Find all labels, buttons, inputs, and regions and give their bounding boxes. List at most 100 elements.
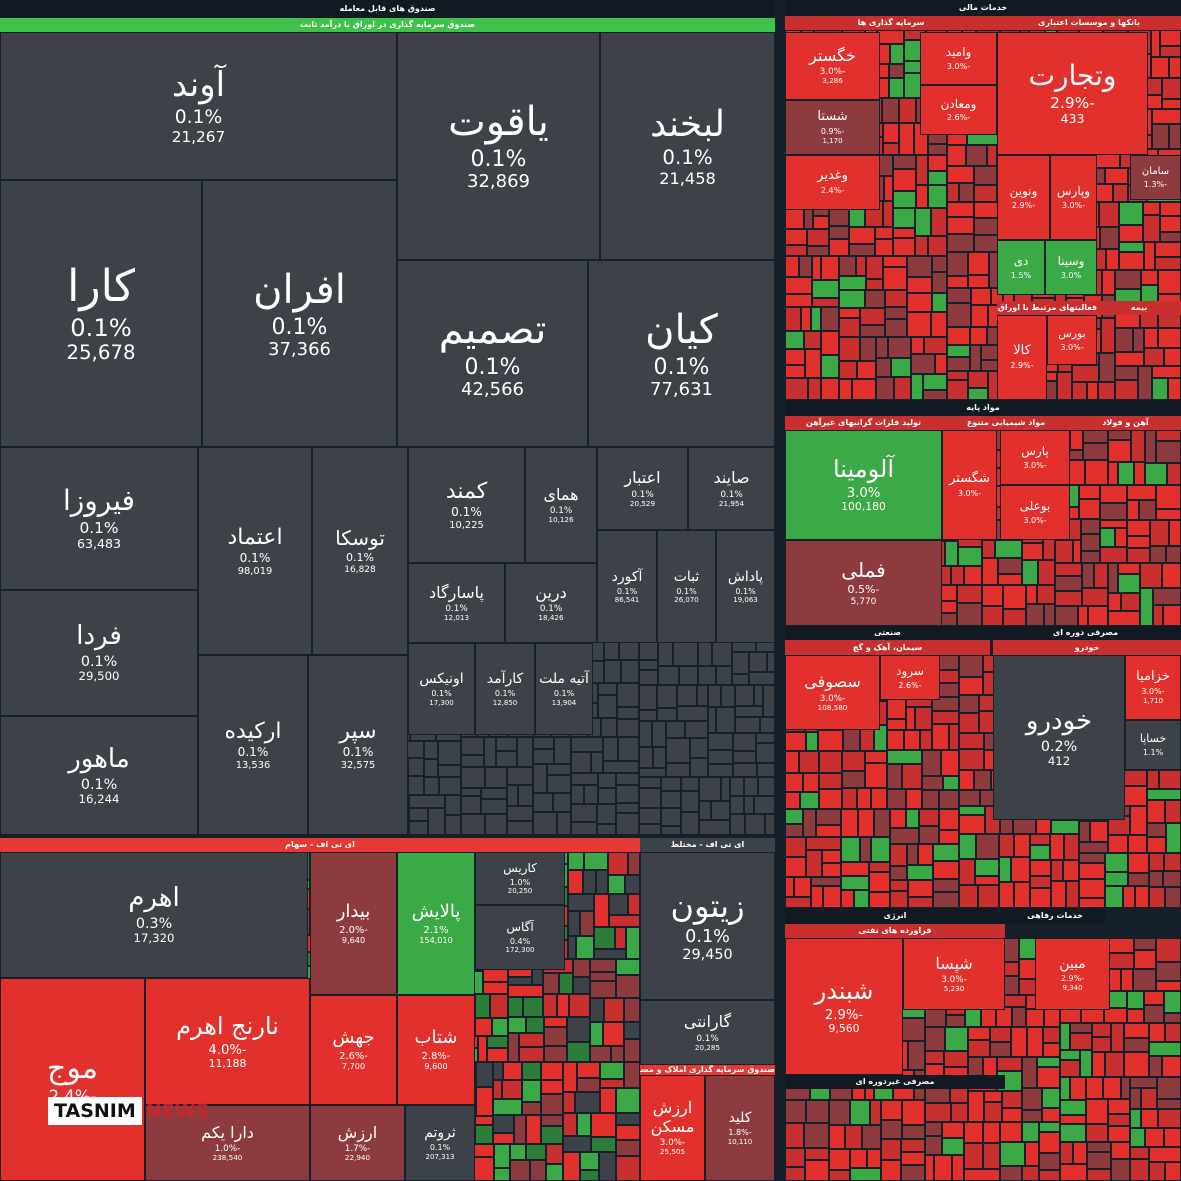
small-tile bbox=[881, 1139, 901, 1160]
small-tile bbox=[1147, 823, 1166, 837]
small-tile bbox=[1022, 1057, 1037, 1088]
tile-name: اونیکس bbox=[419, 671, 464, 688]
tile-change: -2.9% bbox=[1050, 93, 1095, 112]
small-tile bbox=[603, 761, 639, 773]
small-tile bbox=[925, 1136, 942, 1155]
small-tile bbox=[604, 660, 621, 683]
small-tile bbox=[1149, 1162, 1165, 1181]
small-tile bbox=[866, 279, 883, 290]
small-tile bbox=[1156, 485, 1181, 509]
small-tile bbox=[1073, 540, 1081, 563]
small-tile bbox=[947, 202, 974, 217]
small-tile bbox=[1165, 887, 1181, 908]
small-tile bbox=[508, 1033, 519, 1062]
tile-change: 0.1% bbox=[429, 1143, 451, 1153]
small-tile bbox=[598, 788, 616, 804]
small-tile bbox=[1122, 770, 1147, 786]
small-tile bbox=[485, 767, 507, 788]
small-tile bbox=[974, 185, 997, 202]
tile-value: 16,828 bbox=[344, 564, 376, 575]
small-tile bbox=[970, 327, 987, 345]
small-tile bbox=[577, 1113, 591, 1136]
small-tile bbox=[598, 683, 617, 695]
tile-name: آتیه ملت bbox=[539, 671, 589, 688]
small-tile bbox=[594, 927, 615, 949]
small-tile bbox=[959, 695, 979, 713]
small-tile bbox=[639, 768, 666, 777]
small-tile bbox=[934, 1155, 952, 1181]
small-tile bbox=[1133, 328, 1144, 352]
tile: مبین -2.9% 9,340 bbox=[1035, 938, 1110, 1010]
small-tile bbox=[858, 809, 874, 837]
small-tile bbox=[1141, 1109, 1158, 1128]
section-header: ای تی اف - سهام bbox=[0, 838, 640, 852]
small-tile bbox=[964, 1143, 983, 1169]
small-tile bbox=[885, 290, 907, 307]
small-tile bbox=[617, 683, 639, 707]
small-tile bbox=[1087, 1142, 1111, 1152]
tile-value: 16,244 bbox=[78, 791, 120, 806]
small-tile bbox=[806, 837, 841, 850]
small-tile bbox=[424, 759, 438, 777]
small-tile bbox=[1162, 563, 1181, 588]
tile-value: 10,110 bbox=[727, 1137, 753, 1146]
small-tile bbox=[487, 1036, 508, 1048]
tile-name: سپر bbox=[339, 718, 377, 744]
small-tile bbox=[1055, 576, 1082, 591]
small-tile bbox=[1086, 1124, 1108, 1142]
tile-change: 0.3% bbox=[135, 916, 173, 932]
small-tile bbox=[1115, 270, 1141, 289]
tile-change: -0.5% bbox=[847, 583, 880, 596]
small-tile bbox=[839, 361, 857, 379]
small-tile bbox=[1111, 1023, 1124, 1052]
small-tile bbox=[1011, 857, 1030, 882]
small-tile bbox=[1000, 1122, 1022, 1142]
small-tile bbox=[409, 808, 428, 821]
small-tile bbox=[1149, 1147, 1181, 1162]
small-tile bbox=[947, 166, 974, 183]
small-tile bbox=[1160, 232, 1181, 242]
small-tile bbox=[785, 1148, 805, 1167]
small-tile bbox=[557, 994, 569, 1017]
tile-name: کمند bbox=[445, 478, 488, 504]
small-tile bbox=[476, 1062, 493, 1087]
small-tile bbox=[1115, 328, 1133, 352]
small-tile bbox=[1119, 252, 1144, 270]
small-tile bbox=[1043, 1027, 1060, 1043]
small-tile bbox=[658, 642, 673, 666]
small-tile bbox=[621, 660, 639, 683]
small-tile bbox=[481, 799, 507, 814]
small-tile bbox=[1108, 440, 1131, 462]
tile-value: 20,250 bbox=[507, 886, 533, 895]
tile: خودرو 0.2% 412 bbox=[993, 655, 1125, 820]
small-tile bbox=[925, 1027, 945, 1051]
small-tile bbox=[616, 813, 639, 835]
small-tile bbox=[890, 866, 907, 880]
tile-name: دی bbox=[1013, 254, 1029, 268]
small-tile bbox=[1140, 563, 1162, 588]
small-tile bbox=[852, 379, 876, 400]
small-tile bbox=[1152, 378, 1168, 400]
small-tile bbox=[544, 1046, 567, 1062]
tile-name: گارانتی bbox=[683, 1012, 732, 1032]
small-tile bbox=[517, 737, 533, 767]
small-tile bbox=[1130, 1088, 1141, 1109]
small-tile bbox=[871, 788, 887, 809]
small-tile bbox=[1115, 380, 1138, 400]
small-tile bbox=[526, 1115, 541, 1144]
small-tile bbox=[616, 1156, 640, 1181]
small-tile bbox=[1106, 249, 1119, 270]
small-tile bbox=[1130, 806, 1147, 835]
small-tile bbox=[887, 730, 904, 750]
small-tile bbox=[947, 252, 968, 276]
tile: گارانتی 0.1% 20,285 bbox=[640, 1000, 775, 1065]
small-tile bbox=[922, 776, 943, 790]
small-tile bbox=[947, 357, 970, 371]
small-tile bbox=[758, 777, 775, 796]
small-tile bbox=[1026, 604, 1044, 626]
small-tile bbox=[1128, 835, 1147, 853]
tile-change: -3.0% bbox=[946, 61, 971, 71]
tile-value: 86,541 bbox=[614, 596, 640, 605]
small-tile bbox=[958, 547, 982, 566]
